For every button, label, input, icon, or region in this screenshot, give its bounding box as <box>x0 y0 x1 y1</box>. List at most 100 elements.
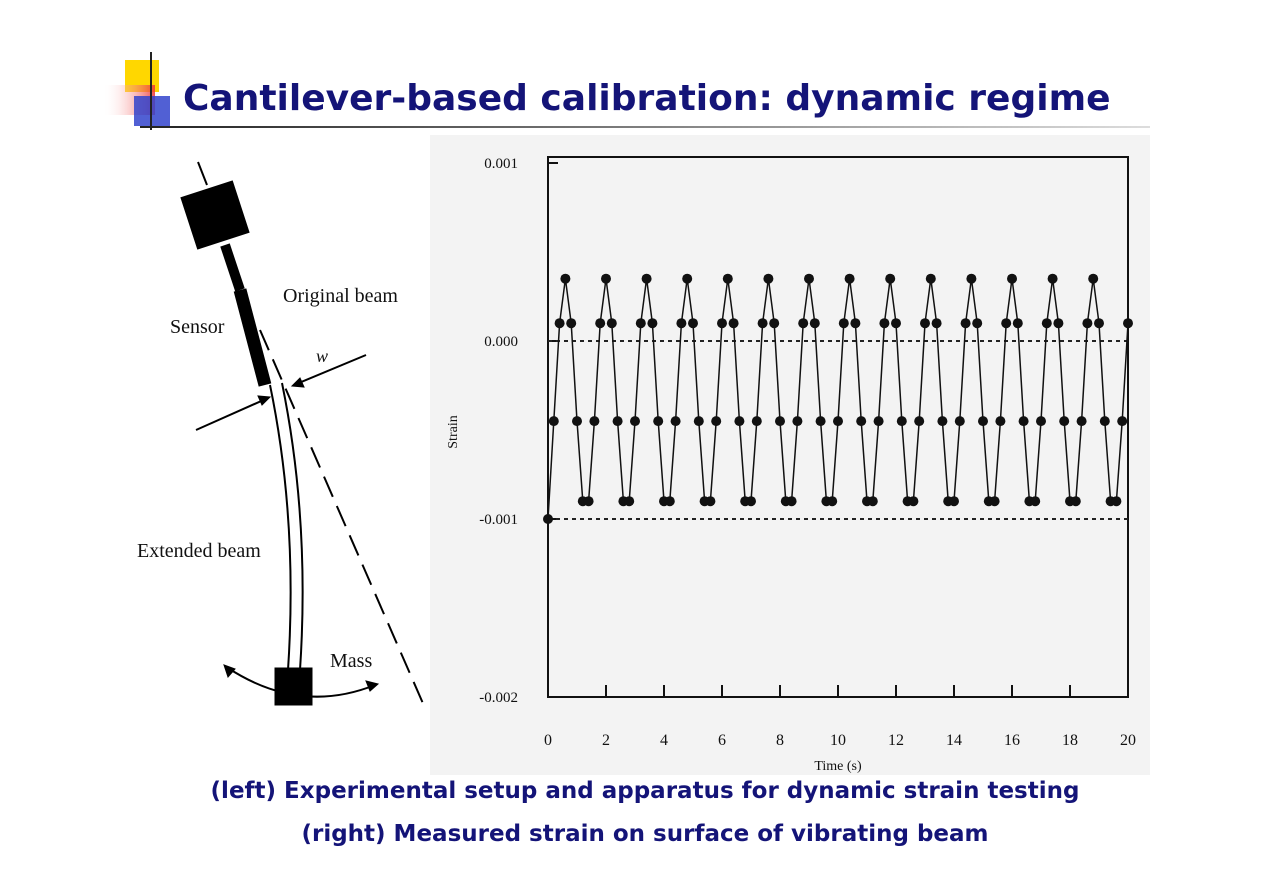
data-point <box>920 318 930 329</box>
data-point <box>972 318 983 329</box>
data-point <box>827 496 838 507</box>
data-point <box>792 416 803 427</box>
data-point <box>601 273 611 284</box>
data-point <box>595 318 606 329</box>
data-point <box>960 318 971 329</box>
data-point <box>995 416 1006 427</box>
data-point <box>1001 318 1012 329</box>
data-point <box>786 496 797 507</box>
data-point <box>850 318 861 329</box>
data-point <box>1099 416 1110 427</box>
data-point <box>635 318 646 329</box>
data-point <box>978 416 988 427</box>
data-point <box>1036 416 1046 427</box>
data-point <box>641 273 652 284</box>
data-point <box>1094 318 1104 329</box>
data-point <box>583 496 594 507</box>
data-point <box>1076 416 1087 427</box>
diagram-label: w <box>316 346 328 366</box>
data-point <box>879 318 890 329</box>
x-tick-label: 0 <box>544 732 552 749</box>
data-point <box>885 273 896 284</box>
caption: (left) Experimental setup and apparatus … <box>211 778 1080 804</box>
data-point <box>670 416 681 427</box>
slide-title: Cantilever-based calibration: dynamic re… <box>183 78 1111 119</box>
y-axis-label: Strain <box>446 415 461 448</box>
data-point <box>751 416 762 427</box>
data-point <box>966 273 977 284</box>
data-point <box>612 416 623 427</box>
x-tick-label: 10 <box>830 732 846 749</box>
data-point <box>688 318 698 329</box>
data-point <box>815 416 826 427</box>
data-point <box>624 496 635 507</box>
data-point <box>838 318 849 329</box>
data-point <box>856 416 867 427</box>
data-point <box>1047 273 1058 284</box>
diagram-label: Mass <box>330 650 372 672</box>
x-tick-label: 18 <box>1062 732 1078 749</box>
x-tick-label: 2 <box>602 732 610 749</box>
data-point <box>937 416 948 427</box>
x-tick-label: 6 <box>718 732 726 749</box>
data-point <box>1082 318 1093 329</box>
data-point <box>891 318 901 329</box>
chart-background <box>430 135 1150 775</box>
data-point <box>647 318 658 329</box>
diagram-label: Sensor <box>170 316 225 338</box>
data-point <box>1059 416 1070 427</box>
data-point <box>734 416 745 427</box>
y-tick-label: 0.001 <box>484 156 518 172</box>
data-point <box>630 416 640 427</box>
data-point <box>757 318 768 329</box>
data-point <box>931 318 942 329</box>
data-point <box>676 318 687 329</box>
data-point <box>572 416 582 427</box>
data-point <box>1030 496 1041 507</box>
data-point <box>746 496 756 507</box>
data-point <box>1123 318 1133 329</box>
data-point <box>653 416 664 427</box>
setup-diagram <box>180 161 426 709</box>
data-point <box>1070 496 1081 507</box>
data-point <box>1117 416 1128 427</box>
data-point <box>1041 318 1052 329</box>
data-point <box>1053 318 1064 329</box>
diagram-label: Extended beam <box>137 540 261 562</box>
data-point <box>804 273 814 284</box>
data-point <box>867 496 878 507</box>
data-point <box>925 273 936 284</box>
data-point <box>1088 273 1099 284</box>
data-point <box>809 318 820 329</box>
title-decoration <box>103 52 1150 130</box>
data-point <box>1018 416 1029 427</box>
data-point <box>728 318 739 329</box>
data-point <box>873 416 884 427</box>
x-tick-label: 12 <box>888 732 904 749</box>
x-tick-label: 14 <box>946 732 962 749</box>
data-point <box>1111 496 1122 507</box>
x-tick-label: 4 <box>660 732 668 749</box>
data-point <box>908 496 919 507</box>
data-point <box>548 416 559 427</box>
x-axis-label: Time (s) <box>814 759 862 774</box>
data-point <box>664 496 675 507</box>
data-point <box>798 318 809 329</box>
data-point <box>566 318 577 329</box>
x-tick-label: 8 <box>776 732 784 749</box>
data-point <box>775 416 785 427</box>
data-point <box>949 496 959 507</box>
x-tick-label: 16 <box>1004 732 1020 749</box>
data-point <box>682 273 693 284</box>
caption: (right) Measured strain on surface of vi… <box>301 821 988 847</box>
diagram-label: Original beam <box>283 285 398 307</box>
x-tick-label: 20 <box>1120 732 1136 749</box>
chart: -0.002 -0.001 0.000 0.001 0 2 4 6 8 10 12 14 16 18 20 T… <box>446 156 1136 774</box>
data-point <box>914 416 925 427</box>
data-point <box>693 416 704 427</box>
data-point <box>606 318 617 329</box>
data-point <box>554 318 565 329</box>
data-point <box>705 496 716 507</box>
data-point <box>989 496 1000 507</box>
